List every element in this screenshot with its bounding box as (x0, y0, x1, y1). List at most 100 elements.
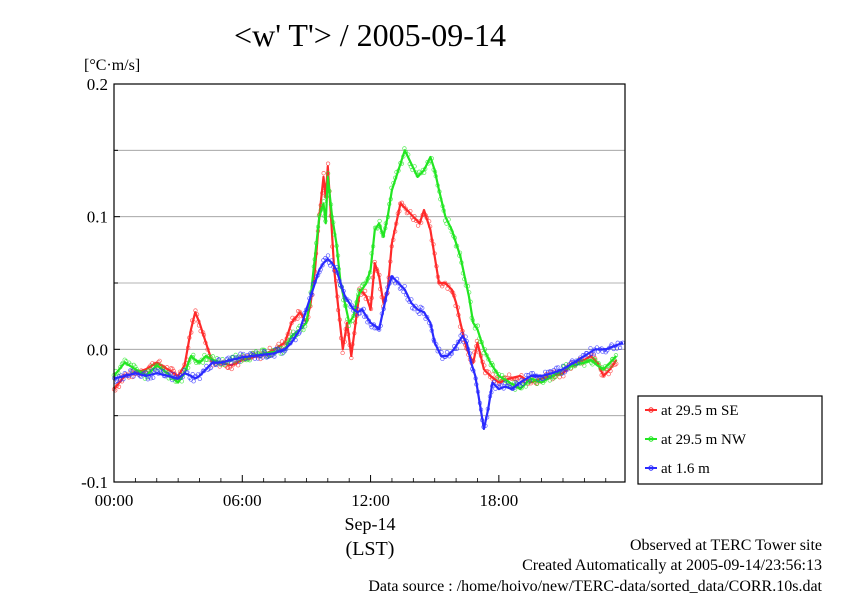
series-marker (593, 357, 598, 363)
legend-marker (648, 465, 654, 471)
series-marker (238, 359, 243, 364)
x-tick-label: 12:00 (351, 491, 390, 510)
y-tick-label: 0.2 (87, 75, 108, 94)
series-marker (392, 281, 398, 286)
series-marker (280, 351, 285, 356)
x-axis-label: (LST) (346, 538, 395, 560)
series-marker (143, 370, 148, 375)
y-tick-label: 0.0 (87, 340, 108, 359)
series-lines (111, 146, 625, 430)
series-marker (216, 357, 222, 362)
series-marker (608, 363, 613, 368)
series-marker (241, 351, 246, 357)
series-marker (415, 223, 421, 228)
series-marker (210, 354, 215, 359)
y-tick-label: 0.1 (87, 208, 108, 227)
series-marker (267, 345, 272, 351)
series-marker (506, 372, 512, 377)
series-marker (233, 352, 238, 358)
series-marker (560, 363, 566, 369)
footer-site: Observed at TERC Tower site (630, 537, 822, 554)
series-1 (111, 161, 619, 393)
series-marker (228, 361, 234, 366)
series-marker (325, 171, 331, 176)
y-tick-label: -0.1 (81, 473, 108, 492)
series-marker (225, 365, 231, 370)
series-marker (321, 171, 326, 176)
series-marker (161, 369, 166, 374)
series-marker (340, 350, 345, 356)
footer-created: Created Automatically at 2005-09-14/23:5… (522, 557, 822, 574)
series-marker (588, 346, 593, 351)
series-line (113, 258, 624, 430)
series-marker (325, 161, 331, 166)
series-marker (238, 351, 243, 356)
series-marker (362, 288, 368, 294)
series-marker (170, 377, 175, 383)
series-marker (417, 311, 422, 316)
x-tick-label: 00:00 (95, 491, 134, 510)
series-marker (534, 381, 540, 387)
series-marker (191, 379, 196, 384)
legend: at 29.5 m SE at 29.5 m NW at 1.6 m (637, 395, 823, 485)
legend-box (637, 395, 823, 485)
series-marker (247, 358, 252, 363)
chart-title: <w' T'> / 2005-09-14 (234, 17, 506, 53)
series-marker (403, 206, 408, 211)
series-2 (111, 146, 619, 392)
series-marker (444, 349, 450, 355)
series-marker (252, 356, 258, 361)
series-marker (325, 253, 331, 258)
series-marker (543, 369, 548, 375)
series-marker (518, 383, 523, 388)
legend-item: at 29.5 m SE (645, 403, 739, 419)
legend-item: at 29.5 m NW (645, 432, 747, 448)
series-marker (377, 218, 382, 224)
series-marker (524, 372, 529, 378)
series-marker (582, 363, 587, 368)
series-marker (236, 359, 242, 365)
series-marker (606, 371, 611, 377)
series-line (113, 165, 618, 390)
series-marker (273, 347, 278, 352)
legend-label: at 1.6 m (661, 461, 710, 477)
series-marker (554, 365, 559, 370)
legend-marker (648, 436, 654, 442)
series-marker (142, 376, 148, 381)
series-marker (248, 351, 253, 356)
series-marker (170, 366, 175, 371)
series-marker (617, 345, 623, 351)
series-marker (591, 351, 596, 357)
grid-lines (114, 149, 625, 417)
legend-label: at 29.5 m SE (661, 403, 739, 419)
series-marker (562, 370, 567, 375)
series-3 (112, 253, 625, 430)
series-marker (128, 368, 133, 373)
axis-ticks: -0.1 0.0 0.1 0.2 00:00 06:00 12:00 18:00 (81, 75, 607, 510)
y-unit-label: [°C·m/s] (84, 57, 140, 74)
series-marker (614, 346, 620, 351)
series-marker (502, 380, 508, 386)
series-marker (151, 375, 156, 380)
legend-marker (648, 407, 654, 413)
series-line (113, 149, 618, 391)
series-marker (229, 366, 234, 372)
series-marker (208, 365, 213, 371)
series-marker (439, 284, 445, 289)
series-marker (157, 358, 162, 364)
series-marker (527, 378, 533, 383)
series-marker (261, 348, 267, 354)
series-marker (556, 365, 561, 370)
series-marker (420, 305, 425, 311)
series-marker (150, 364, 155, 369)
footer-source: Data source : /home/hoivo/new/TERC-data/… (368, 578, 822, 595)
x-tick-label: 06:00 (223, 491, 262, 510)
x-tick-label: 18:00 (479, 491, 518, 510)
series-marker (197, 376, 202, 382)
series-marker (121, 377, 126, 382)
legend-item: at 1.6 m (645, 461, 710, 477)
legend-label: at 29.5 m NW (661, 432, 747, 448)
series-marker (272, 354, 277, 359)
series-marker (591, 356, 597, 362)
